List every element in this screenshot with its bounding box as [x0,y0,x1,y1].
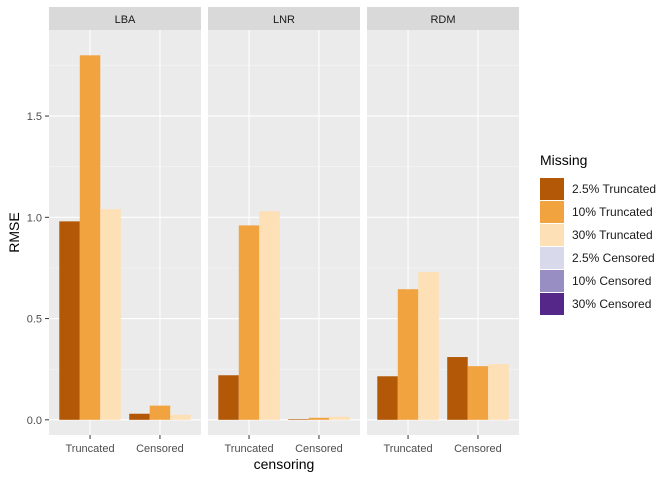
facet-strip [49,7,201,30]
x-tick-label: Censored [454,443,502,455]
legend-label: 2.5% Censored [572,250,655,265]
y-tick-label: 1.0 [27,212,42,224]
bar-30-truncated [100,209,121,420]
bar-10-truncated [308,417,330,420]
bar-30-truncated [259,211,280,420]
y-axis-title: RMSE [6,212,22,252]
bar-2-5-truncated [447,357,468,420]
legend-item: 10% Truncated [540,200,665,223]
legend-swatch [540,246,564,269]
y-tick-label: 1.5 [27,111,42,123]
legend-swatch [540,200,564,223]
bar-10-truncated [238,225,260,420]
legend-swatch [540,269,564,292]
facet-strip-label: LNR [273,14,295,26]
legend-item: 30% Censored [540,292,665,315]
facet-strip [208,7,360,30]
bar-10-truncated [79,55,101,420]
legend-title: Missing [540,152,588,168]
x-tick-label: Truncated [65,443,114,455]
legend-label: 10% Truncated [572,204,653,219]
legend-item: 2.5% Censored [540,246,665,269]
legend-item: 2.5% Truncated [540,177,665,200]
x-tick-label: Censored [295,443,343,455]
legend: Missing 2.5% Truncated 10% Truncated 30% T… [540,152,665,315]
legend-swatch [540,292,564,315]
bar-2-5-truncated [129,413,150,420]
legend-swatch [540,177,564,200]
x-axis-title: censoring [254,456,315,472]
facet-strip-label: RDM [430,14,455,26]
legend-label: 10% Censored [572,273,652,288]
x-tick-label: Truncated [383,443,432,455]
bar-2-5-truncated [218,375,239,420]
legend-label: 30% Censored [572,296,652,311]
legend-label: 30% Truncated [572,227,653,242]
panel-background [208,30,360,435]
bar-2-5-truncated [377,376,398,420]
bar-30-truncated [170,414,191,420]
legend-item: 30% Truncated [540,223,665,246]
bar-30-truncated [418,271,439,420]
x-tick-label: Censored [136,443,184,455]
legend-item: 10% Censored [540,269,665,292]
bar-30-truncated [488,364,509,420]
facet-strip-label: LBA [115,14,136,26]
x-tick-label: Truncated [224,443,273,455]
y-tick-label: 0.5 [27,314,42,326]
legend-label: 2.5% Truncated [572,181,657,196]
bar-10-truncated [397,289,419,420]
bar-10-truncated [149,405,171,420]
y-tick-label: 0.0 [27,415,42,427]
bar-2-5-truncated [288,419,309,420]
bar-10-truncated [467,366,489,420]
bar-2-5-truncated [59,221,80,420]
facet-strip [367,7,519,30]
bar-30-truncated [329,416,350,420]
legend-swatch [540,223,564,246]
